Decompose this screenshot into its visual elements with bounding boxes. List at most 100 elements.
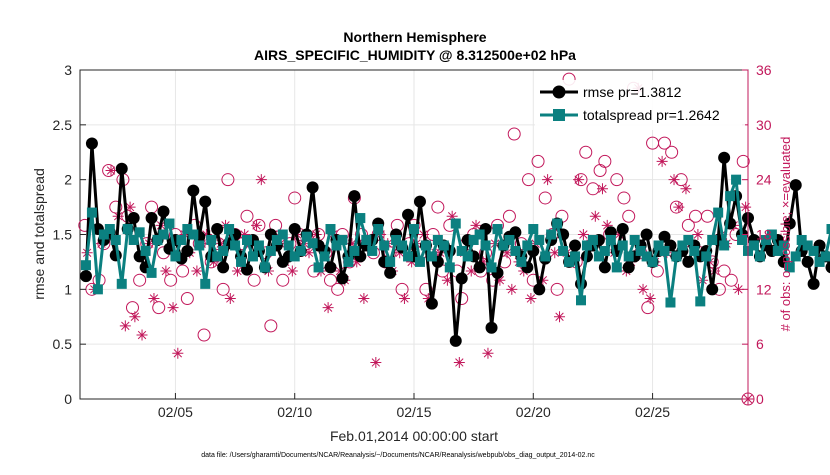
- totalspread-point: [421, 240, 431, 250]
- obs-evaluated-point: [692, 229, 703, 240]
- obs-possible-point: [456, 292, 468, 304]
- totalspread-point: [397, 240, 407, 250]
- obs-evaluated-point: [323, 302, 334, 313]
- totalspread-point: [475, 230, 485, 240]
- totalspread-point: [224, 224, 234, 234]
- y-right-tick-label: 6: [756, 336, 764, 352]
- totalspread-point: [296, 246, 306, 256]
- totalspread-point: [147, 268, 157, 278]
- obs-evaluated-point: [740, 202, 751, 213]
- totalspread-point: [576, 295, 586, 305]
- totalspread-point: [737, 235, 747, 245]
- totalspread-point: [463, 251, 473, 261]
- totalspread-point: [218, 246, 228, 256]
- totalspread-point: [504, 235, 514, 245]
- obs-evaluated-point: [225, 293, 236, 304]
- obs-evaluated-point: [525, 293, 536, 304]
- obs-possible-point: [580, 146, 592, 158]
- obs-possible-point: [508, 128, 520, 140]
- totalspread-point: [284, 240, 294, 250]
- obs-possible-point: [153, 302, 165, 314]
- totalspread-point: [200, 279, 210, 289]
- totalspread-point: [373, 224, 383, 234]
- obs-evaluated-point: [106, 165, 117, 176]
- obs-possible-point: [277, 274, 289, 286]
- rmse-point: [414, 196, 426, 208]
- rmse-point: [808, 278, 820, 290]
- obs-evaluated-point: [148, 293, 159, 304]
- totalspread-point: [558, 246, 568, 256]
- totalspread-point: [164, 219, 174, 229]
- rmse-point: [325, 261, 337, 273]
- rmse-point: [426, 298, 438, 310]
- totalspread-point: [248, 251, 258, 261]
- totalspread-point: [516, 257, 526, 267]
- obs-possible-point: [265, 320, 277, 332]
- totalspread-point: [552, 219, 562, 229]
- totalspread-point: [260, 262, 270, 272]
- totalspread-point: [266, 246, 276, 256]
- totalspread-point: [355, 213, 365, 223]
- legend-rmse-marker: [553, 86, 566, 99]
- rmse-point: [80, 270, 92, 282]
- totalspread-point: [81, 260, 91, 270]
- obs-evaluated-point: [168, 302, 179, 313]
- x-axis-label: Feb.01,2014 00:00:00 start: [330, 428, 498, 444]
- obs-possible-point: [701, 210, 713, 222]
- obs-evaluated-point: [597, 183, 608, 194]
- rmse-point: [450, 335, 462, 347]
- rmse-point: [474, 261, 486, 273]
- obs-evaluated-point: [578, 229, 589, 240]
- obs-possible-point: [126, 302, 138, 314]
- obs-evaluated-point: [120, 320, 131, 331]
- totalspread-point: [326, 224, 336, 234]
- totalspread-point: [534, 235, 544, 245]
- totalspread-point: [821, 251, 830, 261]
- totalspread-point: [93, 284, 103, 294]
- totalspread-point: [314, 262, 324, 272]
- y-tick-label: 2: [64, 172, 72, 188]
- totalspread-point: [809, 246, 819, 256]
- totalspread-point: [254, 240, 264, 250]
- totalspread-point: [379, 240, 389, 250]
- totalspread-point: [343, 257, 353, 267]
- totalspread-point: [528, 224, 538, 234]
- y-right-tick-label: 0: [756, 391, 764, 407]
- obs-possible-point: [737, 155, 749, 167]
- y-tick-label: 0: [64, 391, 72, 407]
- totalspread-point: [648, 257, 658, 267]
- obs-possible-point: [432, 201, 444, 213]
- x-tick-label: 02/25: [635, 404, 670, 420]
- rmse-point: [116, 163, 128, 175]
- obs-evaluated-point: [172, 348, 183, 359]
- totalspread-point: [588, 235, 598, 245]
- obs-possible-point: [241, 210, 253, 222]
- y-axis-right-label: # of obs: o=possible; ×=evaluated: [778, 137, 793, 332]
- totalspread-point: [242, 235, 252, 245]
- legend-spread-marker: [553, 109, 565, 121]
- y-tick-label: 1: [64, 281, 72, 297]
- obs-possible-point: [666, 146, 678, 158]
- totalspread-point: [624, 251, 634, 261]
- totalspread-point: [427, 251, 437, 261]
- obs-evaluated-point: [554, 311, 565, 322]
- totalspread-point: [188, 230, 198, 240]
- totalspread-point: [719, 240, 729, 250]
- rmse-point: [533, 283, 545, 295]
- totalspread-point: [827, 224, 830, 234]
- totalspread-point: [689, 246, 699, 256]
- rmse-point: [718, 152, 730, 164]
- totalspread-point: [415, 257, 425, 267]
- totalspread-point: [349, 246, 359, 256]
- obs-evaluated-point: [645, 293, 656, 304]
- obs-possible-point: [539, 192, 551, 204]
- obs-evaluated-point: [573, 174, 584, 185]
- obs-evaluated-point: [506, 284, 517, 295]
- obs-evaluated-point: [137, 330, 148, 341]
- totalspread-point: [403, 251, 413, 261]
- rmse-point: [402, 209, 414, 221]
- rmse-point: [289, 223, 301, 235]
- series-lines: [80, 137, 830, 346]
- obs-possible-point: [177, 265, 189, 277]
- obs-possible-point: [599, 155, 611, 167]
